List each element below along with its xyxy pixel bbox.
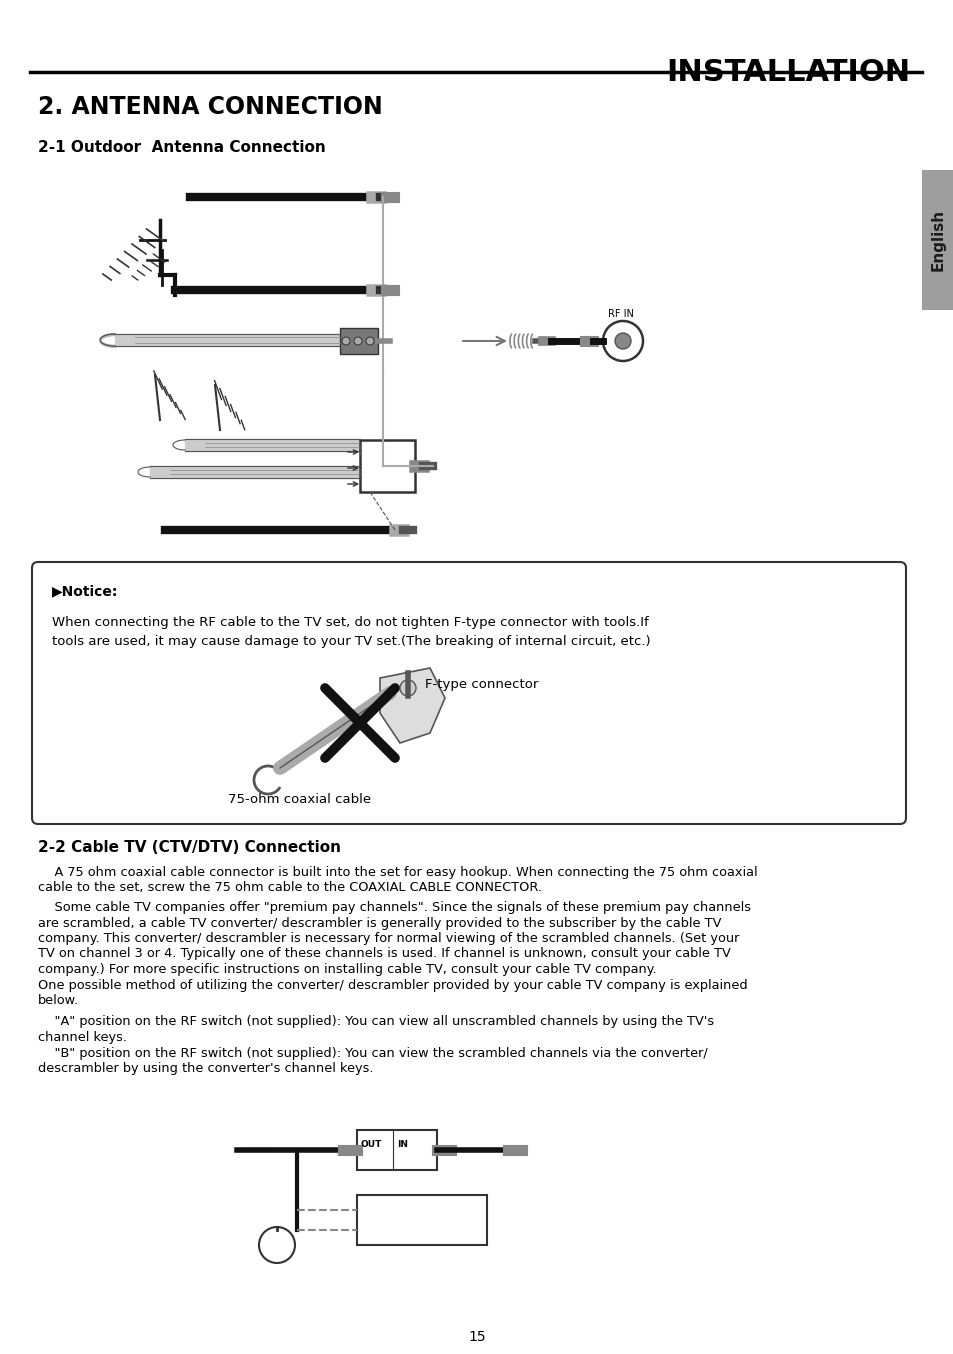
Text: "A" position on the RF switch (not supplied): You can view all unscrambled chann: "A" position on the RF switch (not suppl… (38, 1016, 714, 1029)
FancyBboxPatch shape (32, 562, 905, 825)
Bar (356, 1131, 436, 1170)
Text: 2-1 Outdoor  Antenna Connection: 2-1 Outdoor Antenna Connection (38, 139, 325, 154)
Circle shape (399, 680, 416, 696)
Text: 15: 15 (468, 1330, 485, 1345)
Text: descrambler by using the converter's channel keys.: descrambler by using the converter's cha… (38, 1062, 374, 1075)
Circle shape (602, 321, 642, 362)
Circle shape (615, 333, 630, 349)
Text: channel keys.: channel keys. (38, 1030, 127, 1044)
Text: company. This converter/ descrambler is necessary for normal viewing of the scra: company. This converter/ descrambler is … (38, 932, 739, 945)
Text: tools are used, it may cause damage to your TV set.(The breaking of internal cir: tools are used, it may cause damage to y… (52, 635, 650, 649)
Text: English: English (929, 209, 944, 271)
Text: ▶Notice:: ▶Notice: (52, 584, 118, 598)
Bar (921, 171, 953, 310)
Polygon shape (379, 668, 444, 743)
Text: Some cable TV companies offer "premium pay channels". Since the signals of these: Some cable TV companies offer "premium p… (38, 900, 750, 914)
Circle shape (366, 337, 374, 345)
Text: One possible method of utilizing the converter/ descrambler provided by your cab: One possible method of utilizing the con… (38, 979, 747, 991)
Text: 2. ANTENNA CONNECTION: 2. ANTENNA CONNECTION (38, 95, 382, 119)
Text: RF IN: RF IN (607, 309, 633, 320)
Text: OUT: OUT (360, 1140, 382, 1150)
Text: cable to the set, screw the 75 ohm cable to the COAXIAL CABLE CONNECTOR.: cable to the set, screw the 75 ohm cable… (38, 881, 541, 895)
Bar (359, 440, 415, 492)
Text: 75-ohm coaxial cable: 75-ohm coaxial cable (228, 793, 371, 806)
Text: When connecting the RF cable to the TV set, do not tighten F-type connector with: When connecting the RF cable to the TV s… (52, 616, 648, 630)
Circle shape (341, 337, 350, 345)
Text: A 75 ohm coaxial cable connector is built into the set for easy hookup. When con: A 75 ohm coaxial cable connector is buil… (38, 867, 757, 879)
Text: "B" position on the RF switch (not supplied): You can view the scrambled channel: "B" position on the RF switch (not suppl… (38, 1047, 707, 1059)
Bar (356, 1196, 486, 1244)
Text: F-type connector: F-type connector (424, 678, 537, 691)
Text: 2-2 Cable TV (CTV/DTV) Connection: 2-2 Cable TV (CTV/DTV) Connection (38, 839, 340, 854)
Circle shape (258, 1227, 294, 1263)
Text: company.) For more specific instructions on installing cable TV, consult your ca: company.) For more specific instructions… (38, 963, 656, 976)
Bar (339, 328, 377, 353)
Text: are scrambled, a cable TV converter/ descrambler is generally provided to the su: are scrambled, a cable TV converter/ des… (38, 917, 720, 929)
Circle shape (354, 337, 361, 345)
Text: below.: below. (38, 994, 79, 1007)
Text: IN: IN (396, 1140, 408, 1150)
Text: TV on channel 3 or 4. Typically one of these channels is used. If channel is unk: TV on channel 3 or 4. Typically one of t… (38, 948, 730, 960)
Text: INSTALLATION: INSTALLATION (665, 58, 909, 87)
